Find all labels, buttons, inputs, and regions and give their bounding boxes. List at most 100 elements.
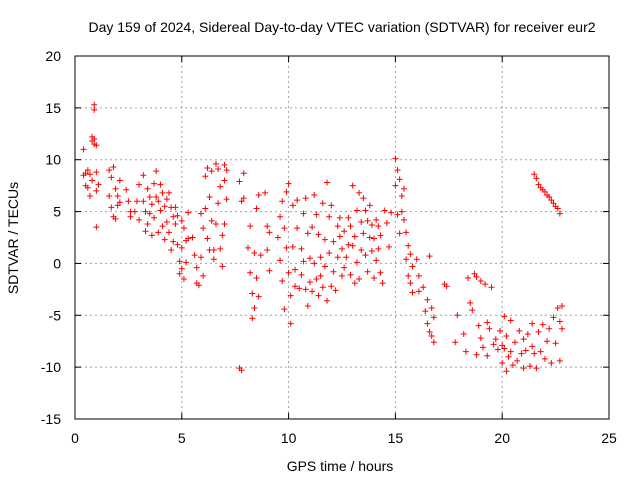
data-point <box>206 194 213 201</box>
data-point <box>91 101 98 108</box>
data-point <box>159 223 166 230</box>
data-point <box>512 339 519 346</box>
data-point <box>550 200 557 207</box>
data-point <box>371 274 378 281</box>
data-point <box>257 252 264 259</box>
data-point <box>334 223 341 230</box>
data-point <box>407 251 414 258</box>
data-point <box>529 343 536 350</box>
data-point <box>200 225 207 232</box>
data-point <box>159 189 166 196</box>
data-point <box>507 317 514 324</box>
data-point <box>283 244 290 251</box>
data-point <box>522 347 529 354</box>
data-point <box>371 235 378 242</box>
data-point <box>556 357 563 364</box>
data-point <box>349 242 356 249</box>
data-point <box>541 355 548 362</box>
data-point <box>360 195 367 202</box>
data-point <box>351 280 358 287</box>
data-point <box>424 320 431 327</box>
data-point <box>503 368 510 375</box>
data-point <box>298 245 305 252</box>
data-point <box>375 223 382 230</box>
data-point <box>155 229 162 236</box>
data-point <box>208 168 215 175</box>
data-point <box>499 342 506 349</box>
data-point <box>405 272 412 279</box>
data-point <box>552 340 559 347</box>
data-point <box>251 250 258 257</box>
data-point <box>526 363 533 370</box>
data-point <box>394 211 401 218</box>
data-point <box>403 256 410 263</box>
data-point <box>339 245 345 252</box>
y-tick-label: 0 <box>53 255 61 271</box>
data-point <box>221 221 228 228</box>
data-point <box>266 229 273 236</box>
y-tick-label: 20 <box>45 48 61 64</box>
data-point <box>108 204 115 211</box>
data-point <box>151 214 158 221</box>
data-point <box>183 259 190 266</box>
data-point <box>313 275 320 282</box>
data-point <box>255 191 262 198</box>
data-point <box>304 230 311 237</box>
data-point <box>249 290 256 297</box>
data-point <box>106 167 113 174</box>
data-point <box>266 267 273 274</box>
data-point <box>304 302 311 309</box>
data-point <box>321 236 328 243</box>
data-point <box>185 209 192 216</box>
data-point <box>289 202 296 209</box>
data-point <box>398 208 405 215</box>
x-tick-label: 15 <box>388 430 404 446</box>
data-point <box>347 223 354 230</box>
data-points <box>80 101 566 375</box>
data-point <box>144 221 151 228</box>
data-point <box>488 284 495 291</box>
data-point <box>155 198 162 205</box>
data-point <box>392 182 399 189</box>
data-point <box>144 185 151 192</box>
data-point <box>172 221 179 228</box>
data-point <box>163 196 170 203</box>
data-point <box>174 212 181 219</box>
data-point <box>479 344 486 351</box>
data-point <box>93 224 100 231</box>
data-point <box>210 246 217 253</box>
data-point <box>294 225 301 232</box>
data-point <box>240 195 247 202</box>
data-point <box>503 333 510 340</box>
data-point <box>298 271 305 278</box>
data-point <box>153 194 160 201</box>
data-point <box>501 345 508 352</box>
data-point <box>296 285 303 292</box>
data-point <box>362 252 369 259</box>
data-point <box>319 284 326 291</box>
data-point <box>426 253 433 260</box>
data-point <box>377 269 384 276</box>
data-point <box>285 269 292 276</box>
data-point <box>326 213 333 220</box>
data-point <box>279 278 286 285</box>
data-point <box>462 348 469 355</box>
data-point <box>215 166 222 173</box>
data-point <box>294 197 301 204</box>
data-point <box>125 198 132 205</box>
data-point <box>332 287 339 294</box>
data-point <box>238 198 245 205</box>
y-tick-label: -10 <box>41 359 61 375</box>
data-point <box>353 207 360 214</box>
x-tick-label: 25 <box>601 430 617 446</box>
data-point <box>473 273 480 280</box>
data-point <box>471 270 478 277</box>
data-point <box>407 280 414 287</box>
data-point <box>336 214 343 221</box>
data-point <box>422 308 429 315</box>
data-point <box>505 353 512 360</box>
data-point <box>311 260 318 267</box>
data-point <box>398 193 405 200</box>
